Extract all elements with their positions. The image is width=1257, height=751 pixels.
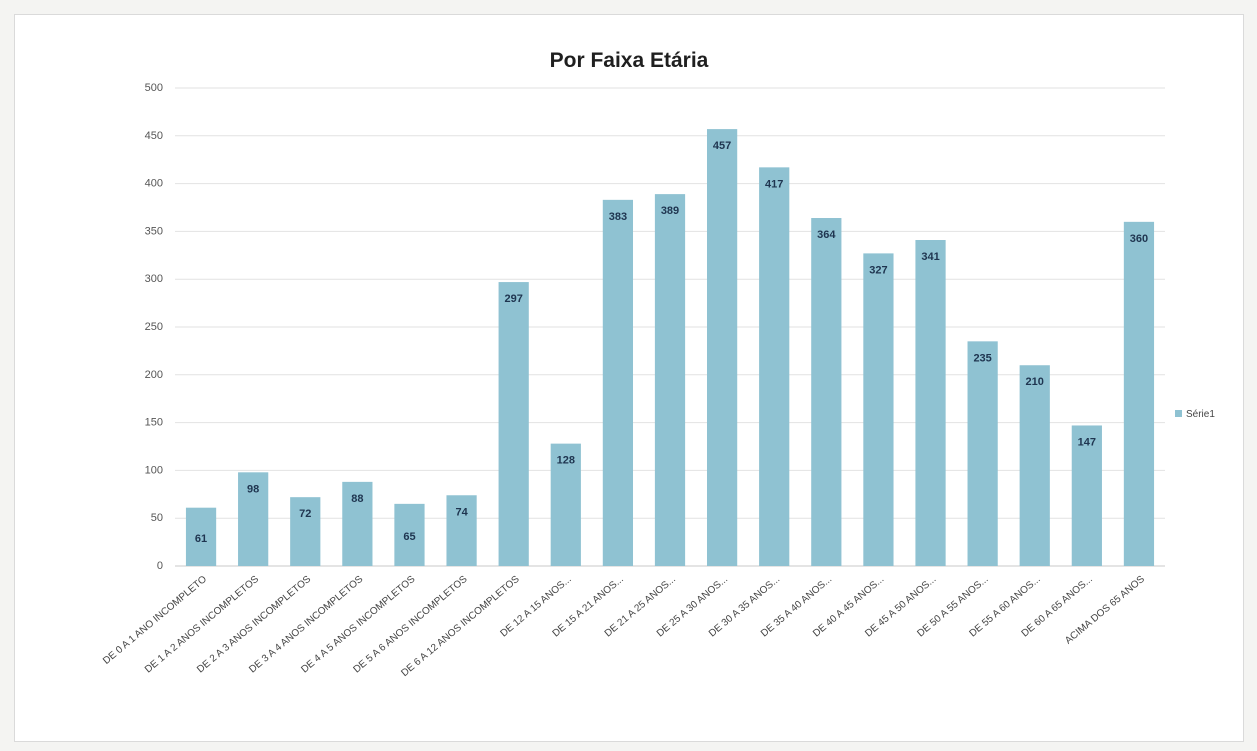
- bar: [446, 495, 477, 566]
- data-label: 364: [817, 229, 836, 241]
- data-label: 457: [713, 140, 731, 152]
- data-label: 61: [195, 533, 207, 545]
- y-tick-label: 150: [145, 417, 163, 429]
- y-tick-label: 400: [145, 178, 163, 190]
- data-label: 74: [455, 506, 468, 518]
- bar: [759, 167, 790, 566]
- y-tick-label: 100: [145, 464, 163, 476]
- y-tick-label: 250: [145, 321, 163, 333]
- y-tick-label: 500: [145, 82, 163, 94]
- data-label: 72: [299, 508, 311, 520]
- bar: [238, 472, 269, 566]
- y-tick-label: 200: [145, 369, 163, 381]
- data-label: 147: [1078, 436, 1096, 448]
- bar: [811, 218, 842, 567]
- bar: [342, 481, 373, 566]
- data-label: 341: [921, 251, 939, 263]
- bar: [1019, 365, 1050, 566]
- y-tick-label: 350: [145, 225, 163, 237]
- legend: Série1: [1175, 409, 1215, 420]
- data-label: 210: [1026, 376, 1044, 388]
- data-label: 417: [765, 178, 783, 190]
- data-label: 88: [351, 493, 363, 505]
- bar: [185, 507, 217, 566]
- bar: [967, 341, 998, 566]
- bar: [1123, 221, 1155, 566]
- bar: [498, 282, 529, 566]
- legend-swatch: [1175, 410, 1182, 417]
- bar: [915, 240, 946, 566]
- chart-title: Por Faixa Etária: [549, 49, 709, 72]
- bar-chart: 0 50 100 150 200 250 300 350 400 450 500 61 98 72 88 6…: [101, 82, 1215, 679]
- data-label: 128: [557, 455, 575, 467]
- bar: [550, 443, 581, 566]
- bar: [1071, 425, 1102, 566]
- y-tick-label: 50: [151, 512, 163, 524]
- data-label: 98: [247, 483, 259, 495]
- bar: [394, 503, 425, 566]
- bar: [863, 253, 894, 566]
- data-label: 327: [869, 264, 887, 276]
- bar: [654, 194, 686, 566]
- x-category-label: DE 0 A 1 ANO INCOMPLETO: [101, 574, 209, 667]
- y-tick-label: 300: [145, 273, 163, 285]
- data-label: 297: [505, 293, 523, 305]
- data-label: 383: [609, 211, 627, 223]
- bar: [602, 199, 634, 567]
- chart-area: Por Faixa Etária 0 50 100 150 200 250 300 350 40…: [14, 14, 1244, 742]
- data-label: 360: [1130, 233, 1148, 245]
- data-label: 389: [661, 205, 679, 217]
- bar: [706, 129, 738, 566]
- data-label: 235: [973, 352, 991, 364]
- data-label: 65: [403, 531, 415, 543]
- legend-label: Série1: [1186, 409, 1215, 420]
- y-tick-label: 0: [157, 560, 163, 572]
- bar: [290, 497, 321, 566]
- y-tick-label: 450: [145, 130, 163, 142]
